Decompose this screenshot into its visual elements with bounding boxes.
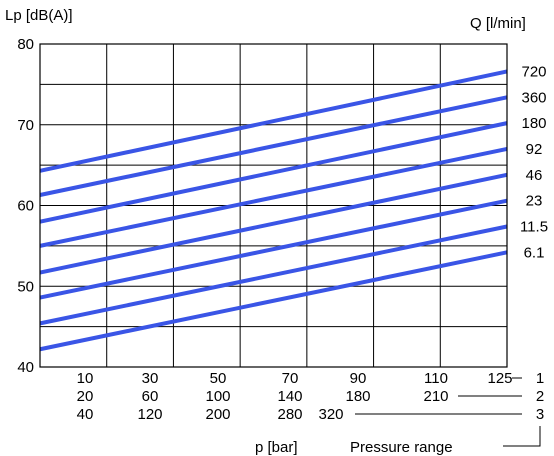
x-tick-label: 280 xyxy=(277,406,302,423)
y-tick-label: 80 xyxy=(17,36,34,53)
x-tick-label: 70 xyxy=(282,370,299,387)
series-label: 92 xyxy=(526,141,543,158)
y-axis-title: Lp [dB(A)] xyxy=(5,7,73,24)
series-line xyxy=(39,198,508,300)
series-line xyxy=(39,250,508,352)
x-tick-label: 40 xyxy=(77,406,94,423)
series-line xyxy=(39,147,508,248)
x-tick-label: 140 xyxy=(277,388,302,405)
series-line xyxy=(39,121,508,224)
x-tick-label: 50 xyxy=(210,370,227,387)
x-tick-label: 125 xyxy=(487,370,512,387)
x-tick-label: 100 xyxy=(205,388,230,405)
series-line xyxy=(39,69,508,173)
pressure-range-leaders xyxy=(355,377,541,447)
series-label: 180 xyxy=(521,115,546,132)
series-label: 11.5 xyxy=(520,218,548,235)
series-lines xyxy=(39,69,508,352)
series-line xyxy=(39,95,508,197)
series-line xyxy=(39,224,508,326)
grid xyxy=(40,44,507,367)
series-label: 23 xyxy=(526,193,543,210)
series-label: 6.1 xyxy=(524,244,545,261)
series-label: 720 xyxy=(521,63,546,80)
x-tick-label: 120 xyxy=(137,406,162,423)
pressure-range-bracket xyxy=(503,426,541,447)
y-tick-label: 40 xyxy=(17,359,34,376)
x-tick-label: 320 xyxy=(318,406,343,423)
y-tick-label: 50 xyxy=(17,278,34,295)
x-tick-label: 210 xyxy=(423,388,448,405)
x-tick-label: 90 xyxy=(350,370,367,387)
x-tick-label: 200 xyxy=(205,406,230,423)
x-tick-label: 110 xyxy=(424,370,448,387)
x-tick-label: 180 xyxy=(345,388,370,405)
x-tick-label: 60 xyxy=(142,388,159,405)
legend-title: Q [l/min] xyxy=(470,15,526,32)
pressure-range-number: 3 xyxy=(536,406,544,423)
x-tick-label: 10 xyxy=(77,370,94,387)
plot-frame xyxy=(39,43,508,368)
y-tick-label: 60 xyxy=(17,198,34,215)
pressure-range-number: 2 xyxy=(536,388,544,405)
y-tick-label: 70 xyxy=(17,117,34,134)
series-label: 360 xyxy=(521,89,546,106)
pressure-range-number: 1 xyxy=(536,370,544,387)
x-tick-label: 20 xyxy=(77,388,94,405)
x-tick-label: 30 xyxy=(142,370,159,387)
series-line xyxy=(39,172,508,275)
x-axis-title: p [bar] xyxy=(255,439,298,456)
series-label: 46 xyxy=(526,167,543,184)
pressure-range-label: Pressure range xyxy=(350,439,453,456)
